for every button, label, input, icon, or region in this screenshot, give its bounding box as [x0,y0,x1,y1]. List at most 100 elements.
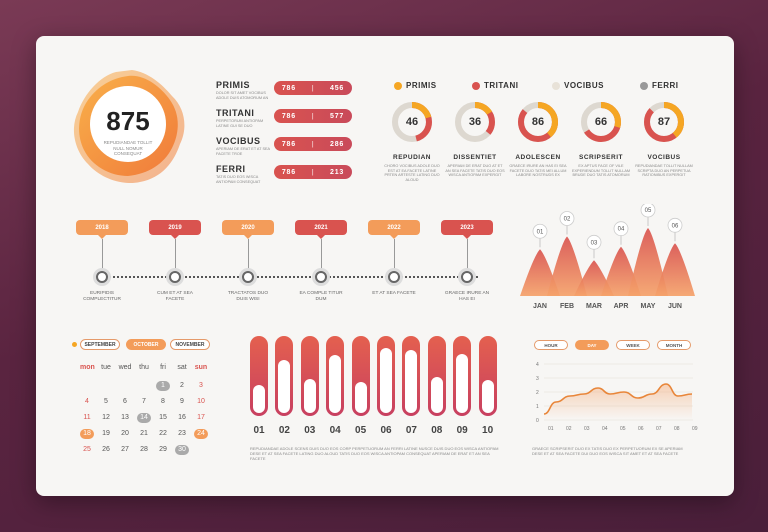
line-area [544,384,692,420]
line-x-tick: 01 [548,426,554,432]
calendar-day[interactable]: 16 [178,414,186,421]
metric-value-a: 786 [281,140,296,148]
peak-shape [628,228,668,296]
metric-value-a: 786 [281,112,296,120]
metric-divider: | [311,168,315,176]
bar-slot [377,336,395,416]
metric-pill: 786 | 213 [274,165,352,179]
calendar-day[interactable]: 25 [83,446,91,453]
bar-label: 09 [456,425,468,436]
calendar-day[interactable]: 28 [140,446,148,453]
calendar-day[interactable]: 4 [85,398,89,405]
calendar-day[interactable]: 2 [180,382,184,389]
calendar-day[interactable]: 20 [121,430,129,437]
peak-month: MAR [586,303,602,310]
calendar-day[interactable]: 3 [199,382,203,389]
calendar-weekday: tue [101,364,111,371]
calendar-day[interactable]: 27 [121,446,129,453]
calendar-day[interactable]: 5 [104,398,108,405]
calendar-day[interactable]: 11 [83,414,91,421]
bar-slot [275,336,294,416]
peak-bubble [532,223,548,239]
timeline-stem [175,239,176,271]
legend-dot [640,82,648,90]
calendar-day[interactable]: 10 [197,398,205,405]
donut-value: 87 [657,116,671,128]
range-tab-hour[interactable]: HOUR [534,340,568,350]
range-tab-week[interactable]: WEEK [616,340,650,350]
donut-value: 46 [405,116,419,128]
bar-label: 08 [431,425,443,436]
calendar-weekday: fri [160,364,166,371]
calendar-day[interactable]: 6 [123,398,127,405]
bar-slot [300,336,319,416]
calendar-day[interactable]: 13 [121,414,129,421]
bar-slot [351,336,370,416]
metric-value-b: 456 [330,84,345,92]
donut-value: 36 [468,116,482,128]
timeline-text: TRACTATOS DUO DUIS WISI [227,291,269,302]
calendar-month-tab[interactable]: OCTOBER [126,339,166,350]
bar-fill [405,350,418,413]
calendar-day[interactable]: 7 [142,398,146,405]
metric-name: PRIMIS [216,80,251,90]
timeline-node [315,271,327,283]
line-x-tick: 02 [566,426,572,432]
calendar-month-tab[interactable]: SEPTEMBER [80,339,120,350]
metric-value-a: 786 [281,168,296,176]
calendar-day[interactable]: 17 [197,414,205,421]
donut-desc: APERIAM DE ERAT DUO AT ET AN SEA FACETE … [445,164,505,178]
calendar-day[interactable]: 14 [137,413,151,423]
calendar-day[interactable]: 1 [156,381,170,391]
timeline-tag-pointer [244,235,252,239]
calendar-month-tab[interactable]: NOVEMBER [170,339,210,350]
line-x-tick: 09 [692,426,698,432]
legend-label: VOCIBUS [564,81,604,90]
metric-value-b: 213 [330,168,345,176]
peak-label: 01 [537,229,544,235]
timeline-node [96,271,108,283]
timeline-text: ET AT SEA FACETE [372,291,416,296]
calendar-day[interactable]: 23 [178,430,186,437]
donut-arc-accent [518,102,558,142]
timeline-node [242,271,254,283]
calendar-day[interactable]: 22 [159,430,167,437]
metric-name: FERRI [216,164,246,174]
calendar-day[interactable]: 8 [161,398,165,405]
calendar-day[interactable]: 30 [175,445,189,455]
peak-bubble [613,221,629,237]
range-tab-month[interactable]: MONTH [657,340,691,350]
timeline-tag-pointer [98,235,106,239]
range-tab-day[interactable]: DAY [575,340,609,350]
peak-label: 02 [564,217,571,223]
calendar-day[interactable]: 12 [102,414,110,421]
donut-title: ADOLESCEN [515,154,561,161]
calendar-day[interactable]: 29 [159,446,167,453]
donut: 86 [516,100,560,144]
line-y-tick: 3 [536,376,539,382]
bar-slot [427,336,446,416]
peak-label: 06 [672,223,679,229]
metric-value-a: 786 [281,84,296,92]
calendar-weekday: sun [194,364,208,371]
metric-pill: 786 | 286 [274,137,352,151]
calendar-day[interactable]: 24 [194,429,208,439]
line-y-tick: 1 [536,404,539,410]
timeline-year-tag: 2023 [441,220,493,235]
calendar-day[interactable]: 9 [180,398,184,405]
timeline-year-tag: 2018 [76,220,128,235]
calendar-day[interactable]: 18 [80,429,94,439]
timeline-text: EA COMPLE TITUR DUM [299,291,343,302]
calendar-day[interactable]: 15 [159,414,167,421]
legend-dot [394,82,402,90]
timeline-node [169,271,181,283]
bar-fill [354,381,367,413]
calendar-day[interactable]: 21 [140,430,148,437]
calendar-day[interactable]: 26 [102,446,110,453]
calendar-day[interactable]: 19 [102,430,110,437]
bar-label: 05 [355,425,367,436]
timeline-tag-pointer [390,235,398,239]
donut-desc: REPUDIANDAE TOLLIT NULLAM SCRIPTA DUO AN… [635,164,693,178]
timeline-tag-pointer [171,235,179,239]
